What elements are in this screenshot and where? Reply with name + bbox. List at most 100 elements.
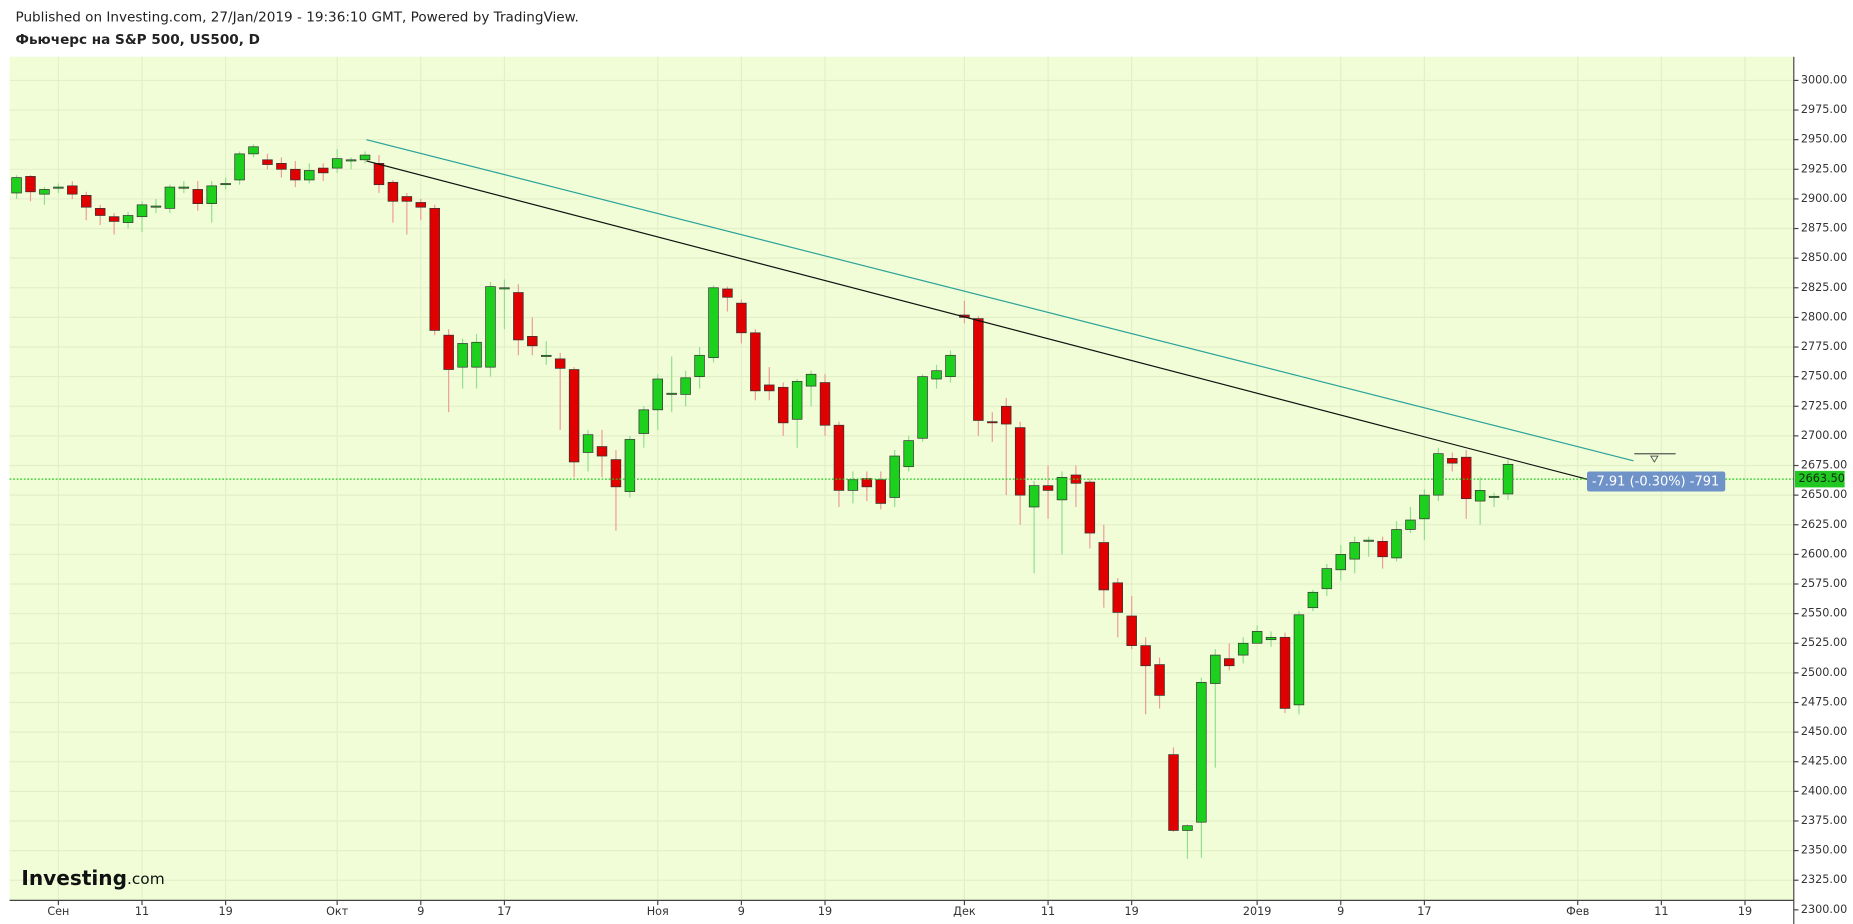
candle-body	[568, 369, 580, 463]
candle-body	[11, 177, 22, 194]
candle-body	[1084, 481, 1096, 534]
candle-body	[1224, 658, 1235, 667]
candle-body	[1405, 519, 1416, 530]
x-tick-label: 19	[1738, 905, 1752, 918]
candle-body	[1460, 456, 1472, 500]
last-price-box	[1794, 470, 1845, 488]
y-tick-label: 2725.00	[1801, 399, 1847, 412]
candle-body	[513, 292, 524, 341]
candle-body	[373, 163, 385, 186]
y-tick-label: 2900.00	[1801, 192, 1847, 205]
candle-body	[1196, 681, 1207, 823]
candle-body	[401, 196, 413, 202]
y-tick-label: 3000.00	[1801, 73, 1847, 86]
candle-body	[1140, 645, 1151, 667]
candle-body	[903, 440, 914, 468]
y-tick-label: 2575.00	[1801, 577, 1847, 590]
candle-body	[541, 354, 552, 357]
candle-body	[819, 382, 831, 426]
candle-body	[1237, 642, 1249, 656]
candle-body	[861, 478, 873, 488]
y-tick-label: 2475.00	[1801, 695, 1847, 708]
candle-body	[777, 386, 789, 424]
chart-subtitle: Фьючерс на S&P 500, US500, D	[15, 32, 259, 48]
y-tick-label: 2300.00	[1801, 903, 1847, 916]
candle-body	[596, 446, 608, 457]
x-tick-label: 17	[1417, 905, 1431, 918]
candle-body	[638, 409, 650, 434]
candle-body	[736, 302, 747, 334]
candle-body	[666, 392, 677, 395]
candle-body	[1293, 614, 1305, 706]
x-tick-label: Фев	[1566, 905, 1589, 918]
x-tick-label: 11	[1041, 905, 1055, 918]
candle-body	[791, 381, 803, 420]
candle-body	[610, 459, 622, 488]
candle-body	[917, 376, 928, 439]
candle-body	[1474, 490, 1486, 502]
x-tick-label: 9	[1337, 905, 1344, 918]
y-tick-label: 2400.00	[1801, 784, 1847, 797]
candle-body	[317, 167, 329, 174]
x-tick-label: 19	[1125, 905, 1139, 918]
last-price-label: 2663.50	[1799, 472, 1845, 485]
logo: Investing.com	[21, 866, 164, 890]
candle-body	[1014, 427, 1026, 496]
candle-body	[122, 215, 134, 223]
overlays	[9, 139, 1794, 481]
candle-body	[1042, 485, 1054, 491]
x-tick-label: 19	[219, 905, 233, 918]
y-tick-label: 2925.00	[1801, 162, 1847, 175]
candle-body	[1210, 654, 1221, 684]
candle-body	[889, 455, 900, 498]
candle-body	[680, 377, 691, 395]
x-tick-label: 17	[497, 905, 511, 918]
candles	[11, 144, 1514, 859]
y-tick-label: 2850.00	[1801, 251, 1847, 264]
candle-body	[833, 424, 845, 491]
y-tick-label: 2700.00	[1801, 429, 1847, 442]
candle-body	[108, 216, 120, 222]
candle-body	[1098, 542, 1110, 591]
plot-area	[9, 56, 1794, 901]
annotation: -7.91 (-0.30%) -791	[1592, 475, 1719, 490]
candle-body	[527, 335, 538, 347]
candle-body	[345, 159, 357, 162]
candle-body	[443, 334, 454, 370]
annotation-box	[1587, 471, 1726, 492]
chart-title: Published on Investing.com, 27/Jan/2019 …	[15, 10, 578, 26]
logo-main: Investing	[21, 866, 127, 890]
candle-body	[192, 189, 203, 204]
logo-suffix: .com	[127, 870, 165, 888]
candle-body	[1391, 529, 1402, 559]
x-tick-label: Ноя	[647, 905, 669, 918]
y-tick-label: 2650.00	[1801, 488, 1847, 501]
candle-body	[708, 287, 719, 359]
candle-body	[331, 158, 343, 169]
y-tick-label: 2800.00	[1801, 310, 1847, 323]
candle-body	[987, 421, 998, 424]
candle-body	[206, 185, 217, 204]
candle-body	[150, 205, 162, 208]
candle-body	[1168, 754, 1179, 831]
candle-body	[53, 186, 64, 189]
y-tick-label: 2325.00	[1801, 873, 1847, 886]
candle-body	[429, 208, 440, 331]
candle-body	[499, 287, 510, 290]
candle-body	[220, 183, 231, 186]
y-tick-label: 2450.00	[1801, 725, 1847, 738]
candle-body	[67, 185, 78, 195]
candle-body	[1433, 453, 1444, 496]
candle-body	[1028, 485, 1040, 508]
candle-body	[1502, 463, 1514, 495]
candle-body	[750, 332, 761, 392]
x-tick-label: 2019	[1243, 905, 1272, 918]
y-tick-label: 2350.00	[1801, 844, 1847, 857]
candle-body	[1126, 615, 1137, 646]
x-tick-label: 11	[135, 905, 149, 918]
y-tick-label: 2975.00	[1801, 103, 1847, 116]
y-tick-label: 2425.00	[1801, 755, 1847, 768]
candle-body	[457, 343, 468, 368]
candle-body	[81, 194, 92, 208]
